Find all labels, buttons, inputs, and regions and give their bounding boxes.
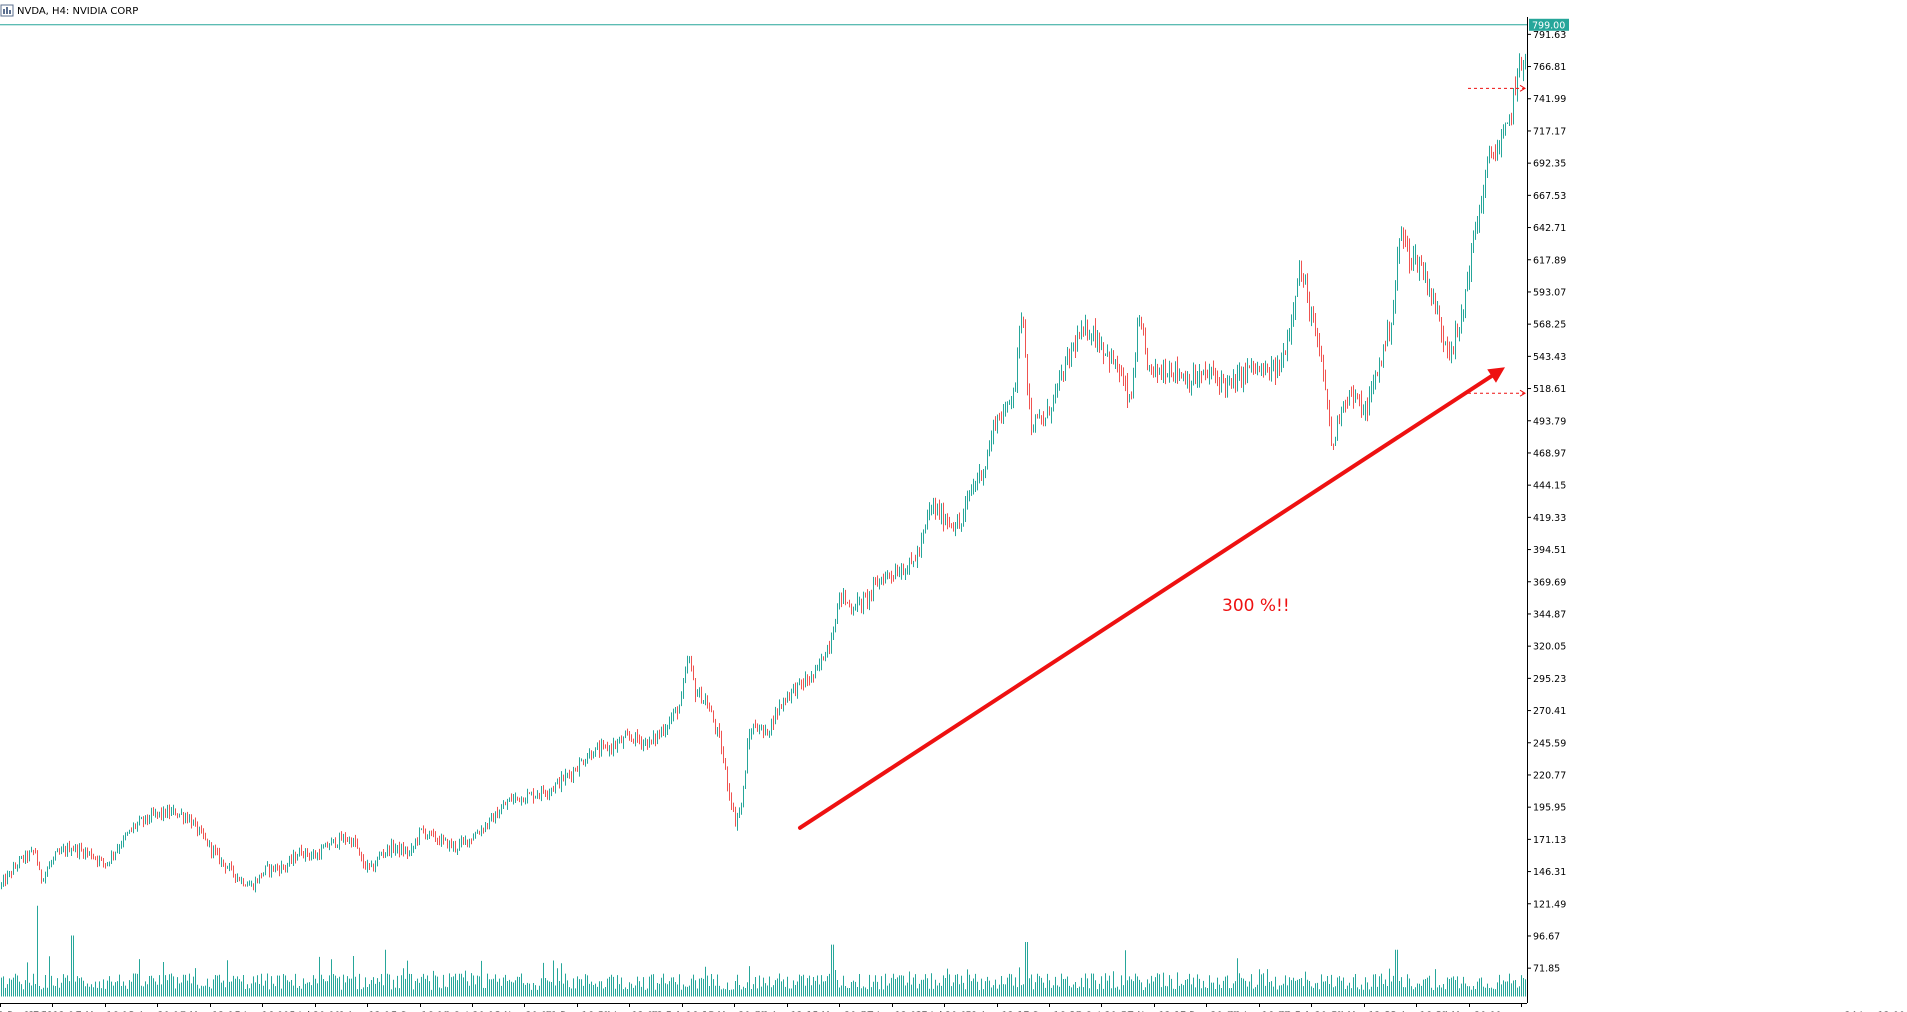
y-tick-label: 270.41: [1533, 706, 1566, 717]
chart-title: NVDA, H4: NVIDIA CORP: [17, 6, 138, 17]
y-tick-label: 171.13: [1533, 835, 1566, 846]
y-tick-label: 195.95: [1533, 803, 1566, 814]
y-tick-label: 444.15: [1533, 481, 1566, 492]
volume-histogram: [1, 905, 1526, 997]
x-tick-label: 17 Sep 16:00: [1017, 1010, 1080, 1012]
x-tick-label: 24 May 20:00: [1436, 1010, 1501, 1012]
trend-arrow-head: [1487, 367, 1505, 383]
x-tick-label: 23 Apr 16:00: [1385, 1010, 1447, 1012]
y-tick-label: 344.87: [1533, 609, 1566, 620]
y-tick-label: 692.35: [1533, 159, 1566, 170]
y-tick-label: 518.61: [1533, 384, 1566, 395]
x-tick-label: 3 Apr 20:00: [129, 1010, 185, 1012]
x-tick-label: 22 Feb 20:00: [1280, 1010, 1342, 1012]
x-tick-label: 5 Jul 20:00: [290, 1010, 341, 1012]
y-tick-label: 295.23: [1533, 674, 1566, 685]
y-tick-label: 394.51: [1533, 545, 1566, 556]
x-tick-label: 24 Mar 12:00: [1332, 1010, 1395, 1012]
y-tick-label: 468.97: [1533, 448, 1566, 459]
current-price-label: 799.00: [1529, 18, 1569, 31]
x-tick-label: 5 Mar 16:00: [76, 1010, 133, 1012]
x-tick-label: 13 Feb 16:00: [651, 1010, 713, 1012]
y-tick-label: 642.71: [1533, 223, 1566, 234]
x-tick-label: 24 Jun 12:00: [1845, 1010, 1905, 1012]
x-tick-label: 16 Mar 20:00: [702, 1010, 765, 1012]
trend-arrow-line: [798, 374, 1494, 830]
x-tick-label: 17 Jun 12:00: [862, 1010, 922, 1012]
x-tick-label: 6 May 12:00: [180, 1010, 239, 1012]
y-tick-label: 667.53: [1533, 191, 1566, 202]
y-tick-label: 568.25: [1533, 320, 1566, 331]
price-marker-arrow: [1519, 389, 1526, 397]
gain-annotation: 300 %!!: [1222, 596, 1290, 616]
y-tick-label: 146.31: [1533, 867, 1566, 878]
x-tick-label: 18 Aug 12:00: [965, 1010, 1029, 1012]
y-tick-label: 593.07: [1533, 287, 1566, 298]
price-marker-arrow: [1519, 84, 1526, 92]
y-tick-label: 419.33: [1533, 513, 1566, 524]
x-tick-label: 16 Apr 12:00: [756, 1010, 818, 1012]
y-tick-label: 220.77: [1533, 770, 1566, 781]
x-tick-label: 5 Sep 16:00: [391, 1010, 448, 1012]
chart-window-icon[interactable]: [0, 4, 14, 17]
y-tick-label: 791.63: [1533, 30, 1566, 41]
y-tick-label: 245.59: [1533, 738, 1566, 749]
y-tick-label: 766.81: [1533, 62, 1566, 73]
price-candles: [1, 53, 1526, 893]
y-tick-label: 121.49: [1533, 899, 1566, 910]
axes: 791.63 766.81 741.99 717.17 692.35 667.53 642.…: [0, 17, 1905, 1012]
y-tick-label: 741.99: [1533, 94, 1566, 105]
y-tick-label: 71.85: [1533, 964, 1560, 975]
annotations: 300 %!!: [798, 367, 1505, 830]
y-tick-label: 96.67: [1533, 931, 1560, 942]
x-tick-label: 15 May 20:00: [806, 1010, 871, 1012]
x-tick-label: 1 Feb 12:00: [24, 1010, 80, 1012]
x-tick-label: 11 Dec 16:00: [545, 1010, 609, 1012]
current-price-text: 799.00: [1532, 20, 1565, 31]
x-tick-label: 5 Jun 16:00: [235, 1010, 289, 1012]
x-tick-label: 17 Jul 20:00: [916, 1010, 973, 1012]
y-tick-label: 617.89: [1533, 255, 1566, 266]
x-tick-label: 14 Jan 12:00: [599, 1010, 659, 1012]
x-tick-label: 17 Dec 20:00: [1174, 1010, 1238, 1012]
x-tick-label: 4 Oct 20:00: [444, 1010, 500, 1012]
x-tick-label: 6 Aug 12:00: [338, 1010, 396, 1012]
x-tick-label: 17 Nov 12:00: [1122, 1010, 1186, 1012]
chart-title-bar: NVDA, H4: NVIDIA CORP: [0, 4, 138, 17]
marker-lines: [1468, 84, 1526, 397]
y-tick-label: 717.17: [1533, 126, 1566, 137]
y-tick-label: 320.05: [1533, 642, 1566, 653]
y-tick-label: 369.69: [1533, 577, 1566, 588]
x-tick-label: 21 Jan 16:00: [1229, 1010, 1289, 1012]
y-tick-label: 493.79: [1533, 416, 1566, 427]
x-tick-label: 16 Oct 20:00: [1070, 1010, 1132, 1012]
x-tick-label: 8 Nov 20:00: [495, 1010, 553, 1012]
x-tick-label: 1 Dec 2018: [0, 1010, 53, 1012]
y-tick-label: 543.43: [1533, 352, 1566, 363]
